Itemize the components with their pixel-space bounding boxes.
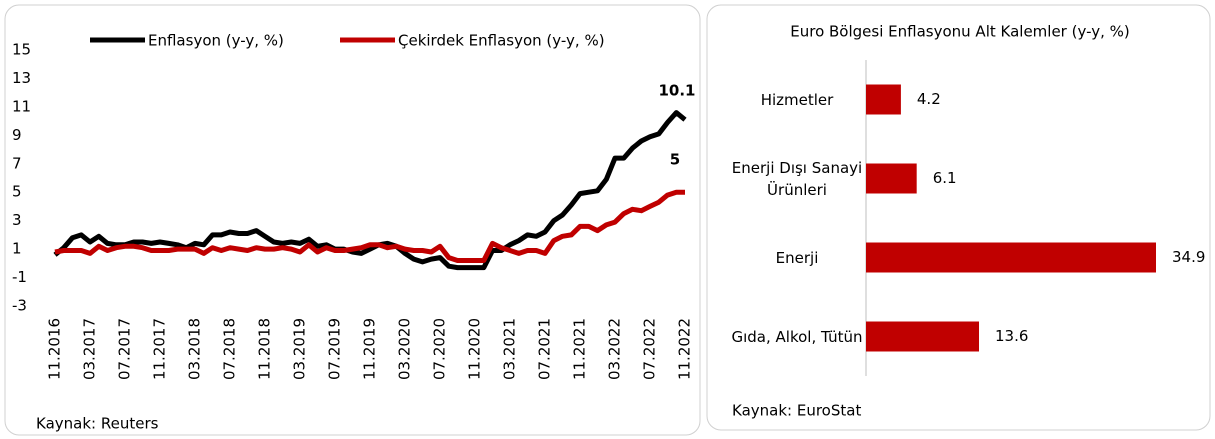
x-tick-label: 07.2021 [536,318,554,380]
x-tick-label: 11.2022 [676,318,694,380]
legend-label: Enflasyon (y-y, %) [148,32,284,50]
value-label: 13.6 [995,327,1028,345]
y-tick-label: 1 [12,240,22,258]
bar [866,321,980,352]
x-tick-label: 11.2017 [151,318,169,380]
x-tick-label: 11.2020 [466,318,484,380]
x-tick-label: 07.2019 [326,318,344,380]
x-tick-label: 11.2021 [571,318,589,380]
category-label: Enerji Dışı Sanayi Ürünleri [731,158,863,199]
bar [866,163,917,194]
category-label: Enerji [775,248,819,267]
y-tick-label: 11 [12,97,31,115]
value-label: 4.2 [917,90,941,108]
y-tick-label: 13 [12,69,31,87]
category-label: Gıda, Alkol, Tütün [731,327,863,346]
y-tick-label: -3 [12,297,27,315]
source: Kaynak: EuroStat [732,402,861,420]
value-label: 34.9 [1172,248,1205,266]
category-label: Hizmetler [760,90,834,109]
y-tick-label: -1 [12,268,27,286]
legend-label: Çekirdek Enflasyon (y-y, %) [398,32,605,50]
y-tick-label: 5 [12,183,22,201]
y-tick-label: 15 [12,41,31,59]
y-tick-label: 7 [12,154,22,172]
source: Kaynak: Reuters [36,415,159,433]
chart-title: Euro Bölgesi Enflasyonu Alt Kalemler (y-… [790,23,1130,41]
x-tick-label: 03.2020 [396,318,414,380]
x-tick-label: 03.2021 [501,318,519,380]
x-tick-label: 07.2018 [221,318,239,380]
bar [866,242,1156,273]
left-panel [4,4,701,436]
x-tick-label: 03.2019 [291,318,309,380]
x-tick-label: 11.2018 [256,318,274,380]
bar [866,84,901,115]
series-line [54,189,685,263]
y-tick-label: 9 [12,126,22,144]
annotation: 5 [670,151,680,169]
x-tick-label: 11.2016 [46,318,64,380]
x-tick-label: 07.2022 [641,318,659,380]
x-tick-label: 03.2018 [186,318,204,380]
x-tick-label: 03.2022 [606,318,624,380]
x-tick-label: 03.2017 [81,318,99,380]
x-tick-label: 11.2019 [361,318,379,380]
y-tick-label: 3 [12,211,22,229]
value-label: 6.1 [933,169,957,187]
x-tick-label: 07.2017 [116,318,134,380]
right-panel [706,4,1211,431]
series-line [53,110,687,271]
x-tick-label: 07.2020 [431,318,449,380]
annotation: 10.1 [658,82,695,100]
